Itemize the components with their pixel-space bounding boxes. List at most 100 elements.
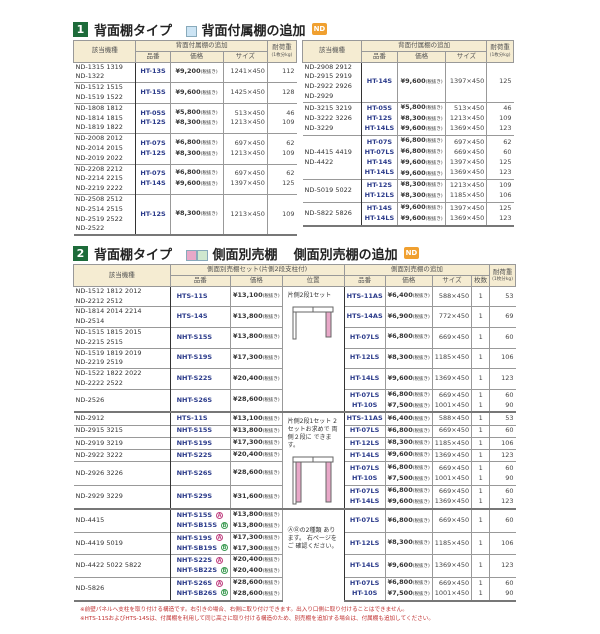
price-amount: ¥13,800 [233,332,263,341]
size-value-cell: 669×450 1369×450 [431,484,472,510]
price-amount: ¥9,600 [175,179,201,188]
type-b-icon: B [221,544,228,552]
price-value: ¥7,500(税抜き) [388,589,430,600]
product-code-cell: HT-14LS [343,449,386,462]
qty-value: 1 [478,463,483,472]
price-value-cell: ¥6,800(税抜き) ¥7,500(税抜き) [384,461,433,486]
product-code: HT-12LS [349,353,380,362]
column-header: 耐荷重 (1枚分kg) [489,264,516,287]
table-row: ND-2908 2912 ND-2915 2919 ND-2922 2926 ND-2… [302,61,514,103]
code-cell: HT-07S HT-07LS HT-14S HT-14LS [361,135,398,180]
qty-value: 1 [478,353,483,362]
load-value-cell: 123 [489,368,516,390]
price-value: ¥8,300(税抜き) [173,149,221,160]
tax-label: (税抜き) [200,151,218,157]
price-amount: ¥6,800 [387,515,413,524]
pink-square-icon [186,249,198,261]
load-value: 60 [505,390,514,399]
tax-label: (税抜き) [412,428,430,434]
price-value: ¥9,600(税抜き) [173,179,221,190]
price-amount: ¥6,800 [387,462,413,471]
size-value: 1185×450 [434,438,470,447]
model-name: ND-2929 3229 [75,492,123,501]
position-cell: 片側2段1セット 2セットお求めで 両側２段に できます。 [281,411,345,510]
model-cell: ND-1814 2014 2214 ND-2514 [73,306,171,328]
size-cell: 1213×450 1185×450 [445,179,487,203]
column-header: 品番 [361,50,398,63]
load-value: 60 [505,487,514,496]
price-amount: ¥17,300 [233,352,263,361]
price-value-cell: ¥8,300(税抜き) [384,347,433,369]
product-code: HT-07LS [349,463,380,472]
tax-label: (税抜き) [262,513,280,519]
qty-value: 1 [478,414,483,423]
product-code: NHT-S26S [176,468,213,477]
price-value: ¥17,300(税抜き) [233,353,280,364]
section-subtitle-group: 側面別売棚 [186,244,278,263]
price-cell: ¥20,400(税抜き) [230,449,283,462]
price-cell: ¥13,100(税抜き) [230,411,283,426]
model-cell: ND-2915 3215 [73,424,171,438]
size-value: 1425×450 [230,88,265,97]
qty-value: 1 [478,588,483,597]
price-amount: ¥8,300 [387,538,413,547]
model-name: ND-2014 2015 [75,143,123,152]
price-cell: ¥9,600(税抜き) [169,82,224,104]
tax-label: (税抜き) [200,141,218,147]
price-value: ¥8,300(税抜き) [173,209,221,220]
section-subtitle-group: 背面付属棚の追加 [186,20,306,39]
back-shelf-table-left: 該当機種 背面付属棚の追加 耐荷重 (1枚分kg) 品番 価格 サイズ ND-1315 131… [72,40,298,237]
price-amount: ¥6,800 [387,332,413,341]
model-name: ND-1515 1815 2015 [75,327,142,336]
load-value-cell: 53 [489,411,516,426]
price-amount: ¥13,800 [233,425,263,434]
code-cell: NHT-S19S [169,436,231,450]
load-value: 125 [499,203,512,212]
load-value: 112 [282,67,295,76]
column-header: 品番 [343,274,386,287]
type-b-icon: B [221,589,228,597]
price-cell: ¥31,600(税抜き) [230,484,283,510]
model-cell: ND-4415 4419 ND-4422 [302,135,363,180]
tax-label: (税抜き) [262,453,280,459]
price-amount: ¥17,300 [233,532,263,541]
load-cell: 125 [486,61,514,103]
load-value-cell: 60 [489,424,516,438]
product-code: HT-07LS [349,579,380,588]
size-value-cell: 1369×450 [431,368,472,390]
product-code: NHT-S19S [176,533,213,542]
product-code: NHT-SB22S [176,566,217,575]
price-amount: ¥6,400 [387,413,413,422]
price-amount: ¥13,800 [233,521,263,530]
load-value: 125 [499,157,512,166]
load-value-cell: 60 123 [489,484,516,510]
price-cell: ¥9,600(税抜き) [396,61,446,103]
load-value: 106 [501,438,514,447]
size-value-cell: 669×450 [431,424,472,438]
tax-label: (税抜き) [425,105,443,111]
load-value: 125 [282,179,295,188]
code-cell: NHT-S22S [169,449,231,462]
qty-value: 1 [478,291,483,300]
price-cell: ¥20,400(税抜き) [230,368,283,390]
tax-label: (税抜き) [262,294,280,300]
size-value-cell: 1369×450 [431,554,472,578]
price-value: ¥8,300(税抜き) [388,538,430,549]
tax-label: (税抜き) [412,541,430,547]
position-text: ⒶⒷの2種類 あります。 右ページをご 確認ください。 [287,527,338,551]
price-value: ¥9,600(税抜き) [173,88,221,99]
tax-label: (税抜き) [412,335,430,341]
size-value: 1397×450 [449,203,485,212]
product-code-cell: HT-07LS HT-10S [343,461,386,486]
qty-value: 1 [478,438,483,447]
load-value: 125 [499,77,512,86]
price-value: ¥7,500(税抜き) [388,401,430,412]
product-code: HT-14S [140,179,166,188]
price-cell: ¥13,800(税抜き) [230,326,283,349]
tax-label: (税抜き) [412,314,430,320]
product-code: HT-07LS [349,390,380,399]
price-value: ¥28,600(税抜き) [233,468,280,479]
price-value: ¥6,400(税抜き) [388,291,430,302]
load-value: 90 [505,400,514,409]
price-value: ¥6,800(税抜き) [388,578,430,589]
